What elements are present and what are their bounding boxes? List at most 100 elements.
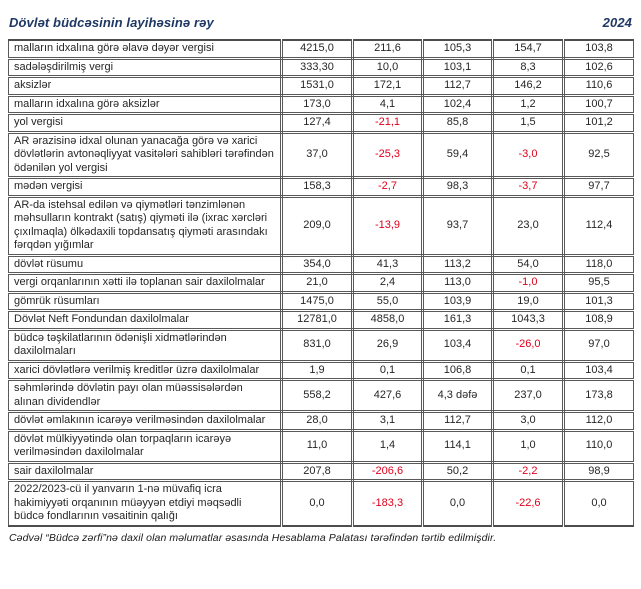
row-value: 427,6 xyxy=(351,378,424,413)
table-row: dövlət əmlakının icarəyə verilməsindən d… xyxy=(8,410,634,432)
table-row: xarici dövlətlərə verilmiş kreditlər üzr… xyxy=(8,359,634,381)
table-row: dövlət mülkiyyətində olan torpaqların ic… xyxy=(8,428,634,464)
row-value: 55,0 xyxy=(351,290,424,312)
row-value: 0,1 xyxy=(491,359,565,381)
row-label: sadələşdirilmiş vergi xyxy=(8,56,283,78)
row-label: gömrük rüsumları xyxy=(8,290,283,312)
row-label: xarici dövlətlərə verilmiş kreditlər üzr… xyxy=(8,359,283,381)
row-value: 146,2 xyxy=(491,75,565,97)
table-row: gömrük rüsumları 1475,0 55,0 103,9 19,0 101,3 xyxy=(8,290,634,312)
row-value: 103,9 xyxy=(421,290,494,312)
row-value: 0,0 xyxy=(280,479,354,527)
row-value: 354,0 xyxy=(280,253,354,275)
row-value: 54,0 xyxy=(491,253,565,275)
row-value: 98,9 xyxy=(562,460,634,482)
table-row: aksizlər 1531,0 172,1 112,7 146,2 110,6 xyxy=(8,75,634,97)
row-value: 1,9 xyxy=(280,359,354,381)
row-value: 209,0 xyxy=(280,194,354,257)
document-year: 2024 xyxy=(602,15,632,30)
table-row: malların idxalına görə əlavə dəyər vergi… xyxy=(8,39,634,60)
row-value: 118,0 xyxy=(562,253,634,275)
row-value: 19,0 xyxy=(491,290,565,312)
row-value: 21,0 xyxy=(280,272,354,294)
row-value: 1531,0 xyxy=(280,75,354,97)
row-label: 2022/2023-cü il yanvarın 1-nə müvafiq ic… xyxy=(8,479,283,527)
row-value: 108,9 xyxy=(562,309,634,331)
row-label: malların idxalına görə aksizlər xyxy=(8,93,283,115)
row-label: aksizlər xyxy=(8,75,283,97)
budget-table-body: malların idxalına görə əlavə dəyər vergi… xyxy=(8,39,634,527)
row-value: 207,8 xyxy=(280,460,354,482)
table-row: sadələşdirilmiş vergi 333,30 10,0 103,1 8,3 1… xyxy=(8,56,634,78)
table-row: büdcə təşkilatlarının ödənişli xidmətlər… xyxy=(8,327,634,363)
row-value: 112,7 xyxy=(421,75,494,97)
row-value: 26,9 xyxy=(351,327,424,363)
table-source-note: Cədvəl “Büdcə zərfi”nə daxil olan məluma… xyxy=(9,531,497,544)
row-value: 103,4 xyxy=(421,327,494,363)
table-row: mədən vergisi 158,3 -2,7 98,3 -3,7 97,7 xyxy=(8,176,634,198)
row-value: 98,3 xyxy=(421,176,494,198)
row-value: 50,2 xyxy=(421,460,494,482)
row-value: -25,3 xyxy=(351,130,424,179)
page-title: Dövlət büdcəsinin layihəsinə rəy xyxy=(9,15,214,30)
row-value: 100,7 xyxy=(562,93,634,115)
row-value: -3,0 xyxy=(491,130,565,179)
row-value: 3,1 xyxy=(351,410,424,432)
row-value: 831,0 xyxy=(280,327,354,363)
table-row: Dövlət Neft Fondundan daxilolmalar 12781,… xyxy=(8,309,634,331)
row-value: 4,1 xyxy=(351,93,424,115)
row-label: dövlət mülkiyyətində olan torpaqların ic… xyxy=(8,428,283,464)
row-value: 10,0 xyxy=(351,56,424,78)
row-value: -2,2 xyxy=(491,460,565,482)
row-value: 11,0 xyxy=(280,428,354,464)
row-value: 127,4 xyxy=(280,112,354,134)
row-value: 2,4 xyxy=(351,272,424,294)
table-row: AR ərazisinə idxal olunan yanacağa görə … xyxy=(8,130,634,179)
row-value: 112,0 xyxy=(562,410,634,432)
row-label: AR-da istehsal edilən və qiymətləri tənz… xyxy=(8,194,283,257)
document-header: Dövlət büdcəsinin layihəsinə rəy 2024 xyxy=(0,0,641,39)
row-value: -22,6 xyxy=(491,479,565,527)
row-value: 103,1 xyxy=(421,56,494,78)
row-value: 173,8 xyxy=(562,378,634,413)
row-label: sair daxilolmalar xyxy=(8,460,283,482)
row-value: 28,0 xyxy=(280,410,354,432)
row-value: 114,1 xyxy=(421,428,494,464)
table-row: malların idxalına görə aksizlər 173,0 4,1 1… xyxy=(8,93,634,115)
table-row: dövlət rüsumu 354,0 41,3 113,2 54,0 118,0 xyxy=(8,253,634,275)
row-label: vergi orqanlarının xətti ilə toplanan sa… xyxy=(8,272,283,294)
row-value: 93,7 xyxy=(421,194,494,257)
row-value: 102,4 xyxy=(421,93,494,115)
row-value: 37,0 xyxy=(280,130,354,179)
row-value: 154,7 xyxy=(491,39,565,60)
row-value: 558,2 xyxy=(280,378,354,413)
row-value: 23,0 xyxy=(491,194,565,257)
row-value: 112,4 xyxy=(562,194,634,257)
row-value: 333,30 xyxy=(280,56,354,78)
row-value: 112,7 xyxy=(421,410,494,432)
row-value: 211,6 xyxy=(351,39,424,60)
row-value: 0,0 xyxy=(562,479,634,527)
table-row: vergi orqanlarının xətti ilə toplanan sa… xyxy=(8,272,634,294)
row-value: 110,6 xyxy=(562,75,634,97)
row-value: 0,1 xyxy=(351,359,424,381)
row-value: -21,1 xyxy=(351,112,424,134)
row-value: 92,5 xyxy=(562,130,634,179)
row-value: 110,0 xyxy=(562,428,634,464)
row-value: -26,0 xyxy=(491,327,565,363)
table-row: sair daxilolmalar 207,8 -206,6 50,2 -2,2 98,9 xyxy=(8,460,634,482)
row-value: 41,3 xyxy=(351,253,424,275)
row-value: 103,8 xyxy=(562,39,634,60)
row-value: 1,4 xyxy=(351,428,424,464)
row-value: 97,0 xyxy=(562,327,634,363)
row-value: 161,3 xyxy=(421,309,494,331)
row-value: 4215,0 xyxy=(280,39,354,60)
table-row: AR-da istehsal edilən və qiymətləri tənz… xyxy=(8,194,634,257)
row-value: 97,7 xyxy=(562,176,634,198)
row-label: yol vergisi xyxy=(8,112,283,134)
row-label: mədən vergisi xyxy=(8,176,283,198)
row-value: 12781,0 xyxy=(280,309,354,331)
row-value: 59,4 xyxy=(421,130,494,179)
row-value: 173,0 xyxy=(280,93,354,115)
table-row: 2022/2023-cü il yanvarın 1-nə müvafiq ic… xyxy=(8,479,634,527)
